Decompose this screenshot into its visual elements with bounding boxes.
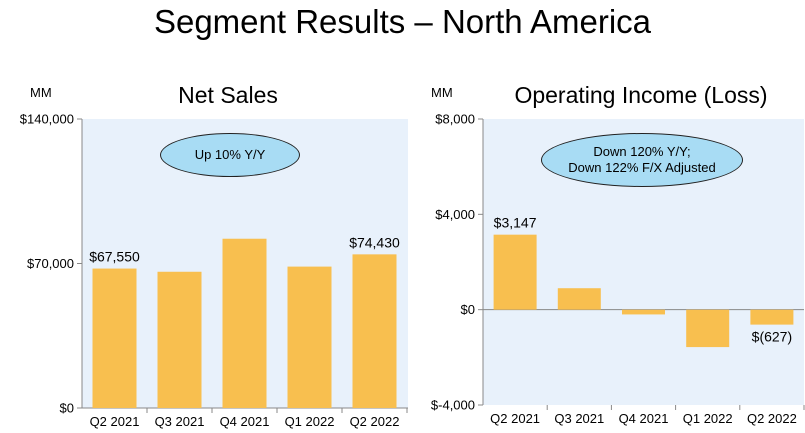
data-label: $67,550 [89, 249, 140, 265]
x-tick-label: Q2 2022 [350, 414, 400, 429]
bar [352, 254, 397, 408]
callout-line-1: Down 120% Y/Y; [593, 144, 691, 159]
x-tick-label: Q3 2021 [554, 411, 604, 426]
y-tick-label: $140,000 [20, 112, 74, 127]
x-tick-label: Q4 2021 [619, 411, 669, 426]
y-tick-label: $4,000 [435, 207, 475, 222]
data-label: $3,147 [494, 215, 537, 231]
operating-income-unit-label: MM [431, 85, 453, 100]
y-tick-label: $8,000 [435, 112, 475, 127]
bar [222, 238, 267, 408]
operating-income-callout-text: Down 120% Y/Y; Down 122% F/X Adjusted [568, 144, 715, 176]
page-title: Segment Results – North America [153, 3, 652, 40]
y-tick-label: $0 [461, 302, 475, 317]
x-tick-label: Q1 2022 [285, 414, 335, 429]
net-sales-chart-title: Net Sales [178, 82, 278, 108]
y-tick-label: $-4,000 [431, 398, 475, 413]
bar [750, 309, 794, 325]
bar [92, 268, 137, 408]
net-sales-unit-label: MM [30, 85, 52, 100]
data-label: $74,430 [349, 234, 400, 250]
x-tick-label: Q4 2021 [220, 414, 270, 429]
x-tick-label: Q1 2022 [683, 411, 733, 426]
bar [622, 309, 665, 315]
net-sales-callout: Up 10% Y/Y [160, 133, 300, 177]
operating-income-chart-title: Operating Income (Loss) [514, 82, 768, 108]
callout-line-2: Down 122% F/X Adjusted [568, 160, 716, 175]
operating-income-callout: Down 120% Y/Y; Down 122% F/X Adjusted [541, 133, 743, 187]
bar [557, 288, 601, 310]
y-tick-label: $0 [60, 401, 74, 416]
bar [157, 271, 202, 408]
x-tick-label: Q2 2021 [490, 411, 540, 426]
x-tick-label: Q2 2022 [747, 411, 797, 426]
bar [287, 266, 332, 408]
x-tick-label: Q2 2021 [90, 414, 140, 429]
bar [686, 309, 730, 348]
x-tick-label: Q3 2021 [155, 414, 205, 429]
bar [493, 234, 537, 310]
y-tick-label: $70,000 [27, 256, 74, 271]
data-label: $(627) [752, 329, 792, 345]
net-sales-callout-text: Up 10% Y/Y [194, 147, 266, 162]
